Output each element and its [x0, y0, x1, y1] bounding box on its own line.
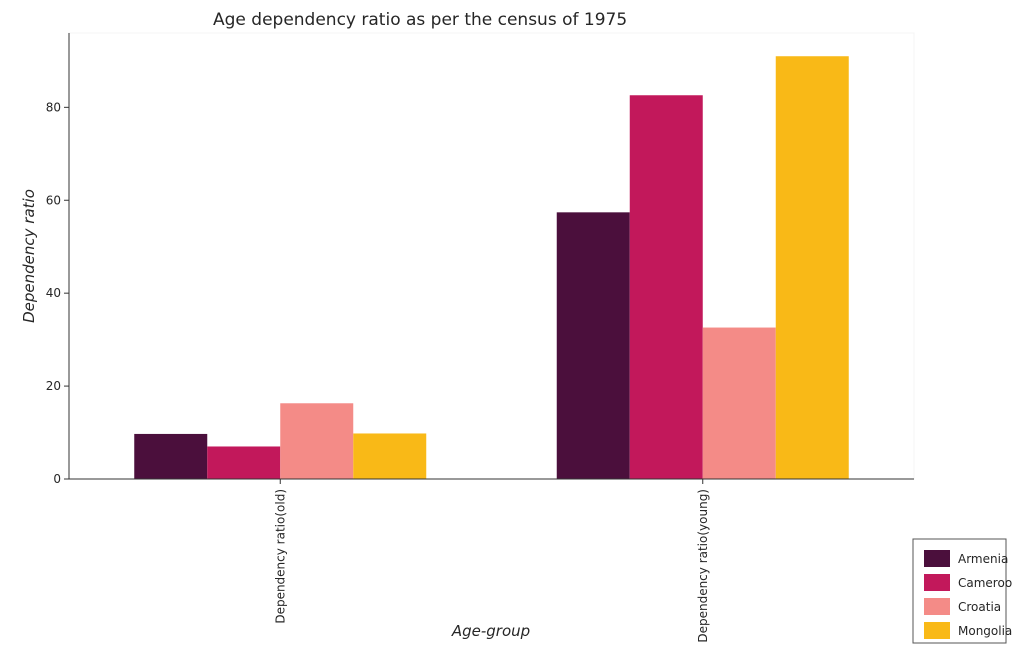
legend-swatch-croatia — [924, 598, 950, 615]
bar-mongolia-0 — [353, 433, 427, 479]
bars — [134, 56, 849, 480]
chart-title: Age dependency ratio as per the census o… — [213, 10, 627, 30]
y-tick-label: 60 — [46, 193, 61, 207]
legend-swatch-mongolia — [924, 622, 950, 639]
legend: Armenia Cameroon Croatia Mongolia — [912, 538, 1013, 644]
y-axis: 0 20 40 60 80 — [46, 33, 70, 486]
y-tick-label: 0 — [53, 472, 61, 486]
bar-cameroon-0 — [207, 446, 281, 479]
x-tick-label: Dependency ratio(young) — [696, 489, 710, 643]
legend-swatch-cameroon — [924, 574, 950, 591]
y-tick-label: 40 — [46, 286, 61, 300]
legend-swatch-armenia — [924, 550, 950, 567]
x-axis: Dependency ratio(old) Dependency ratio(yo… — [69, 478, 914, 643]
bar-mongolia-1 — [775, 56, 849, 480]
legend-label-armenia: Armenia — [958, 552, 1008, 566]
y-tick-label: 20 — [46, 379, 61, 393]
bar-armenia-0 — [134, 433, 208, 479]
bar-croatia-1 — [702, 327, 776, 479]
y-axis-label: Dependency ratio — [20, 189, 38, 323]
legend-label-croatia: Croatia — [958, 600, 1001, 614]
legend-label-mongolia: Mongolia — [958, 624, 1012, 638]
bar-croatia-0 — [280, 403, 354, 479]
bar-cameroon-1 — [629, 95, 703, 480]
x-axis-label: Age-group — [451, 622, 530, 640]
legend-label-cameroon: Cameroon — [958, 576, 1013, 590]
bar-armenia-1 — [556, 212, 630, 479]
y-tick-label: 80 — [46, 100, 61, 114]
x-tick-label: Dependency ratio(old) — [273, 489, 287, 624]
